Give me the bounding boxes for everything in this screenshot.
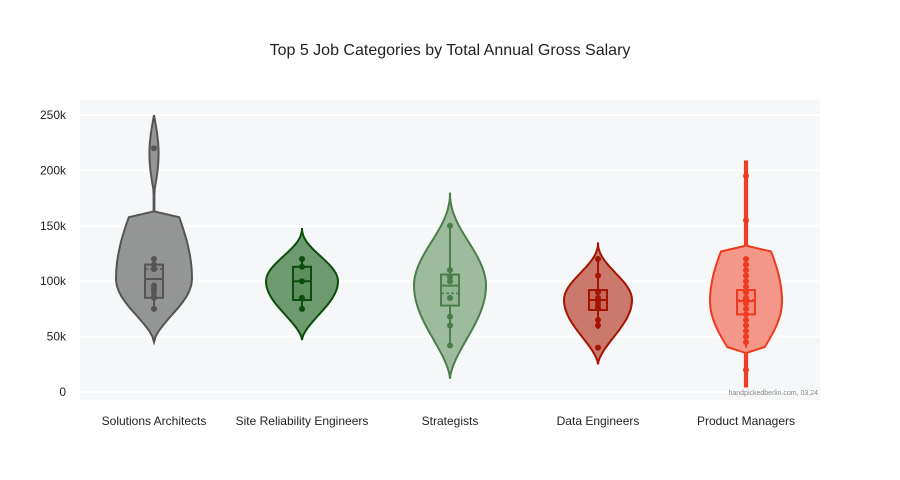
data-point[interactable] xyxy=(743,256,749,263)
data-point[interactable] xyxy=(595,304,601,311)
data-point[interactable] xyxy=(743,283,749,290)
data-point[interactable] xyxy=(595,272,601,279)
violin-shape[interactable] xyxy=(114,114,194,346)
x-axis: Solutions Architects Site Reliability Eng… xyxy=(102,414,795,428)
data-point[interactable] xyxy=(151,145,157,152)
data-point[interactable] xyxy=(595,256,601,263)
x-tick-label: Product Managers xyxy=(697,414,795,428)
x-tick-label: Strategists xyxy=(422,414,479,428)
y-tick-label: 200k xyxy=(40,163,67,177)
data-point[interactable] xyxy=(743,272,749,279)
x-tick-label: Solutions Architects xyxy=(102,414,207,428)
data-point[interactable] xyxy=(743,294,749,301)
data-point[interactable] xyxy=(743,366,749,373)
data-point[interactable] xyxy=(743,311,749,318)
data-point[interactable] xyxy=(447,278,453,285)
data-point[interactable] xyxy=(743,267,749,274)
data-point[interactable] xyxy=(447,222,453,229)
data-point[interactable] xyxy=(743,172,749,179)
data-point[interactable] xyxy=(151,256,157,263)
data-point[interactable] xyxy=(299,294,305,301)
data-point[interactable] xyxy=(743,261,749,268)
y-tick-label: 50k xyxy=(47,330,67,344)
data-point[interactable] xyxy=(447,267,453,274)
data-point[interactable] xyxy=(447,313,453,320)
data-point[interactable] xyxy=(595,289,601,296)
y-axis: 0 50k 100k 150k 200k 250k xyxy=(40,108,67,399)
data-point[interactable] xyxy=(595,322,601,329)
y-tick-label: 0 xyxy=(59,385,66,399)
y-tick-label: 250k xyxy=(40,108,67,122)
violins xyxy=(114,114,784,388)
data-point[interactable] xyxy=(151,305,157,312)
data-point[interactable] xyxy=(447,294,453,301)
data-point[interactable] xyxy=(151,266,157,273)
data-point[interactable] xyxy=(743,300,749,307)
data-point[interactable] xyxy=(595,344,601,351)
data-point[interactable] xyxy=(299,305,305,312)
data-point[interactable] xyxy=(743,328,749,335)
data-point[interactable] xyxy=(743,289,749,296)
chart-title: Top 5 Job Categories by Total Annual Gro… xyxy=(269,42,631,59)
data-point[interactable] xyxy=(447,322,453,329)
x-tick-label: Data Engineers xyxy=(557,414,640,428)
data-point[interactable] xyxy=(743,333,749,340)
credit-text: handpickedberlin.com, 03.24 xyxy=(728,390,818,397)
data-point[interactable] xyxy=(743,316,749,323)
data-point[interactable] xyxy=(743,339,749,346)
data-point[interactable] xyxy=(743,217,749,224)
data-point[interactable] xyxy=(447,342,453,349)
data-point[interactable] xyxy=(151,261,157,268)
data-point[interactable] xyxy=(743,278,749,285)
data-point[interactable] xyxy=(299,278,305,285)
data-point[interactable] xyxy=(151,289,157,296)
data-point[interactable] xyxy=(151,294,157,301)
x-tick-label: Site Reliability Engineers xyxy=(236,414,369,428)
data-point[interactable] xyxy=(743,305,749,312)
y-tick-label: 100k xyxy=(40,274,67,288)
data-point[interactable] xyxy=(743,322,749,329)
data-point[interactable] xyxy=(299,263,305,270)
data-point[interactable] xyxy=(447,273,453,280)
data-point[interactable] xyxy=(595,316,601,323)
data-point[interactable] xyxy=(299,256,305,263)
y-tick-label: 150k xyxy=(40,219,67,233)
